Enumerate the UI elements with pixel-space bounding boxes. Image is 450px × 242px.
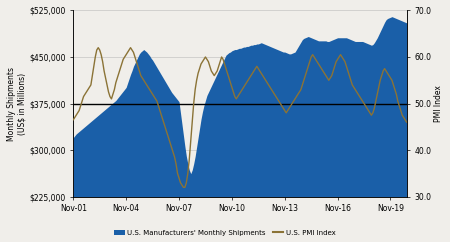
Legend: U.S. Manufacturers' Monthly Shipments, U.S. PMI Index: U.S. Manufacturers' Monthly Shipments, U… — [112, 227, 338, 239]
Y-axis label: PMI Index: PMI Index — [434, 85, 443, 122]
Y-axis label: Monthly Shipments
(US$ in Millions): Monthly Shipments (US$ in Millions) — [7, 67, 27, 141]
